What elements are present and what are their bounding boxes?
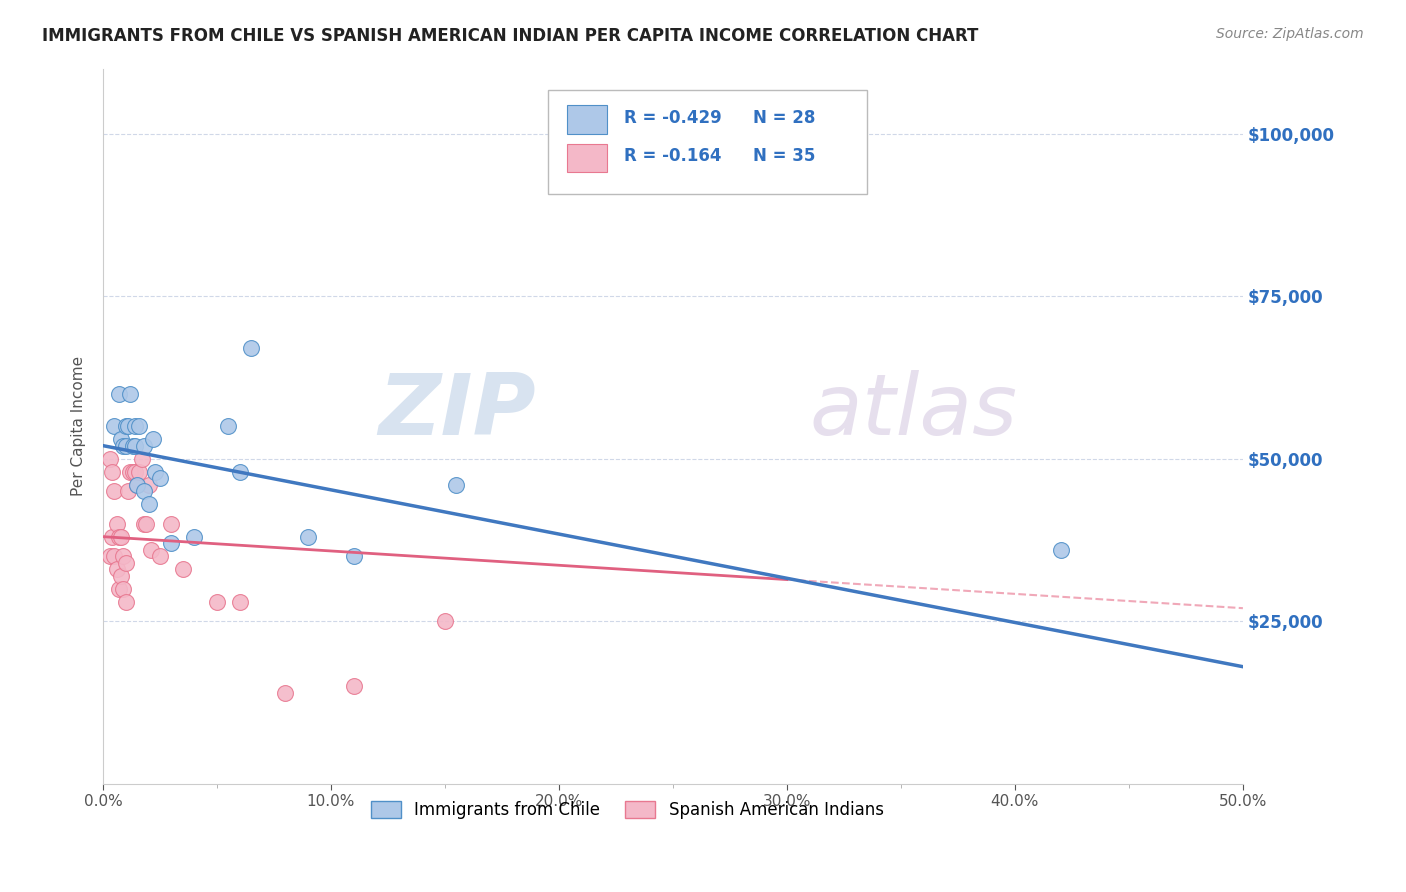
Point	[139, 542, 162, 557]
Point	[101, 465, 124, 479]
Point	[297, 530, 319, 544]
Point	[112, 549, 135, 564]
Point	[128, 419, 150, 434]
Point	[127, 477, 149, 491]
Point	[114, 439, 136, 453]
Point	[228, 465, 250, 479]
Point	[103, 419, 125, 434]
Point	[343, 549, 366, 564]
Point	[124, 465, 146, 479]
Point	[108, 386, 131, 401]
Text: R = -0.429: R = -0.429	[624, 109, 721, 127]
Point	[105, 562, 128, 576]
Bar	[567, 144, 607, 172]
Point	[149, 471, 172, 485]
Point	[160, 536, 183, 550]
Point	[117, 419, 139, 434]
Point	[446, 477, 468, 491]
Point	[98, 549, 121, 564]
Point	[132, 484, 155, 499]
Point	[217, 419, 239, 434]
Point	[132, 516, 155, 531]
Point	[98, 451, 121, 466]
Text: IMMIGRANTS FROM CHILE VS SPANISH AMERICAN INDIAN PER CAPITA INCOME CORRELATION C: IMMIGRANTS FROM CHILE VS SPANISH AMERICA…	[42, 27, 979, 45]
Point	[103, 484, 125, 499]
Bar	[567, 105, 607, 134]
Point	[135, 516, 157, 531]
Point	[172, 562, 194, 576]
Text: N = 28: N = 28	[752, 109, 815, 127]
Point	[142, 432, 165, 446]
FancyBboxPatch shape	[547, 90, 866, 194]
Point	[240, 341, 263, 355]
Text: R = -0.164: R = -0.164	[624, 147, 721, 166]
Point	[120, 386, 142, 401]
Point	[108, 582, 131, 596]
Point	[112, 582, 135, 596]
Point	[114, 419, 136, 434]
Legend: Immigrants from Chile, Spanish American Indians: Immigrants from Chile, Spanish American …	[364, 794, 890, 825]
Point	[228, 595, 250, 609]
Point	[128, 465, 150, 479]
Text: atlas: atlas	[810, 370, 1018, 453]
Text: ZIP: ZIP	[378, 370, 536, 453]
Point	[120, 465, 142, 479]
Point	[183, 530, 205, 544]
Point	[105, 516, 128, 531]
Point	[121, 465, 143, 479]
Point	[110, 530, 132, 544]
Point	[149, 549, 172, 564]
Point	[101, 530, 124, 544]
Point	[114, 556, 136, 570]
Y-axis label: Per Capita Income: Per Capita Income	[72, 356, 86, 496]
Point	[108, 530, 131, 544]
Point	[160, 516, 183, 531]
Point	[343, 679, 366, 693]
Point	[112, 439, 135, 453]
Point	[103, 549, 125, 564]
Point	[117, 484, 139, 499]
Point	[127, 477, 149, 491]
Point	[132, 439, 155, 453]
Point	[433, 614, 456, 628]
Point	[124, 419, 146, 434]
Point	[138, 477, 160, 491]
Point	[131, 451, 153, 466]
Point	[110, 568, 132, 582]
Text: N = 35: N = 35	[752, 147, 815, 166]
Point	[143, 465, 166, 479]
Point	[124, 439, 146, 453]
Point	[121, 439, 143, 453]
Point	[110, 432, 132, 446]
Text: Source: ZipAtlas.com: Source: ZipAtlas.com	[1216, 27, 1364, 41]
Point	[1049, 542, 1071, 557]
Point	[205, 595, 228, 609]
Point	[274, 686, 297, 700]
Point	[114, 595, 136, 609]
Point	[138, 497, 160, 511]
